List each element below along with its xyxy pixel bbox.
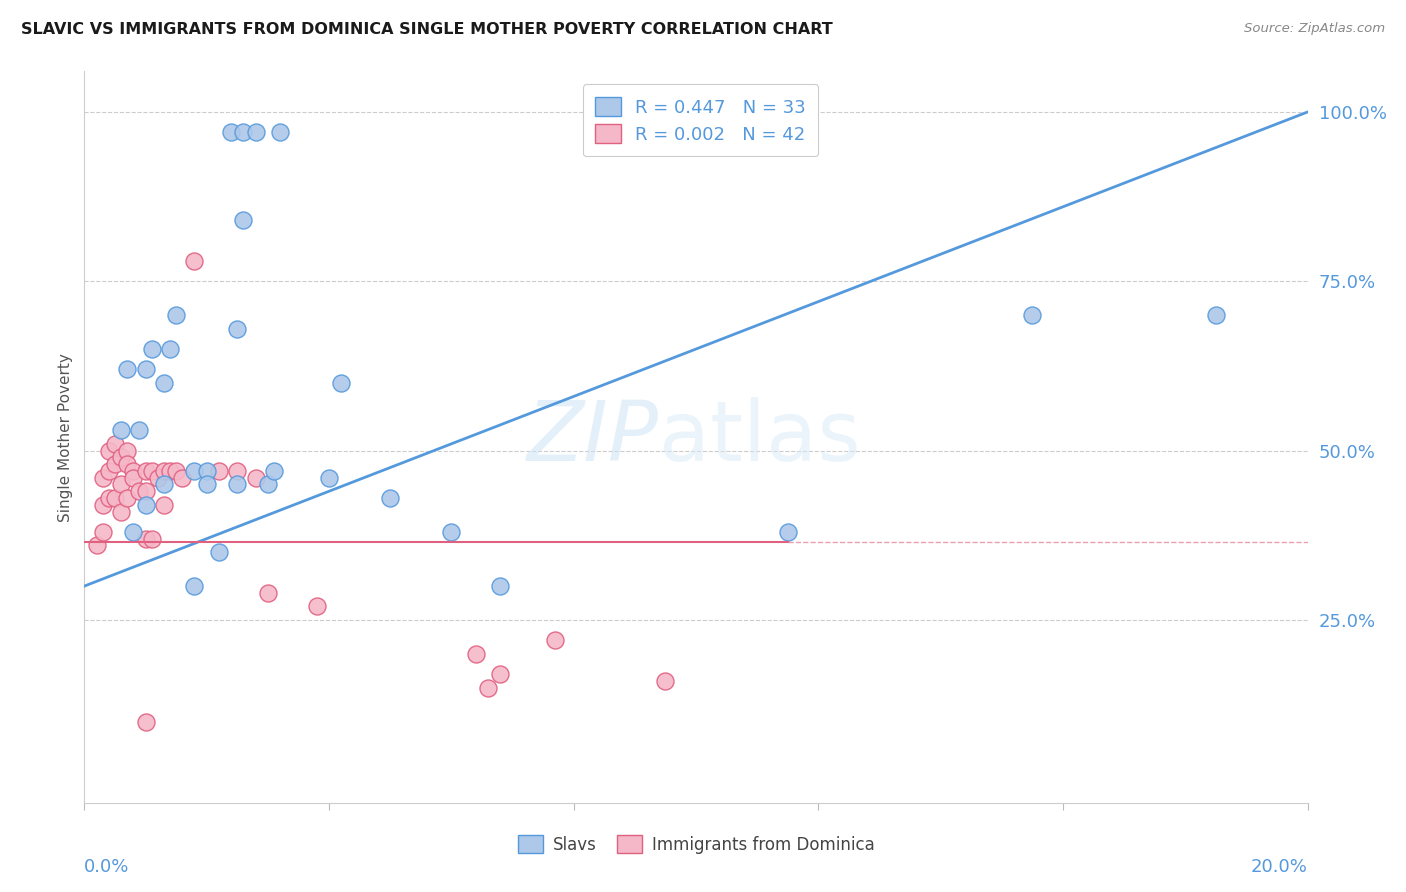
Point [219,125,242,139]
Point [122,524,145,539]
Point [226,322,249,336]
Point [110,505,132,519]
Point [110,423,132,437]
Point [208,464,231,478]
Text: ZIP: ZIP [527,397,659,477]
Point [91,471,114,485]
Point [257,477,280,491]
Point [380,491,402,505]
Point [165,308,187,322]
Point [97,443,120,458]
Point [104,491,127,505]
Point [153,464,176,478]
Point [153,477,176,491]
Point [86,538,108,552]
Point [208,545,231,559]
Point [245,471,267,485]
Point [165,464,187,478]
Point [464,647,486,661]
Point [263,464,285,478]
Point [257,586,280,600]
Y-axis label: Single Mother Poverty: Single Mother Poverty [58,352,73,522]
Point [115,362,138,376]
Point [489,667,512,681]
Point [128,423,150,437]
Point [172,471,194,485]
Text: 0.0%: 0.0% [84,858,129,876]
Point [489,579,512,593]
Text: atlas: atlas [659,397,860,477]
Point [135,532,157,546]
Point [269,125,291,139]
Point [330,376,353,390]
Text: SLAVIC VS IMMIGRANTS FROM DOMINICA SINGLE MOTHER POVERTY CORRELATION CHART: SLAVIC VS IMMIGRANTS FROM DOMINICA SINGL… [21,22,832,37]
Point [141,342,163,356]
Point [122,464,145,478]
Point [654,673,676,688]
Point [141,532,163,546]
Point [245,125,267,139]
Point [91,524,114,539]
Point [91,498,114,512]
Point [104,457,127,471]
Point [159,464,181,478]
Point [104,437,127,451]
Point [97,464,120,478]
Point [477,681,499,695]
Point [153,376,176,390]
Point [146,471,169,485]
Point [232,125,254,139]
Point [1205,308,1227,322]
Point [115,457,138,471]
Point [183,464,205,478]
Point [195,464,218,478]
Point [110,477,132,491]
Point [135,362,157,376]
Legend: Slavs, Immigrants from Dominica: Slavs, Immigrants from Dominica [510,829,882,860]
Point [135,464,157,478]
Point [122,471,145,485]
Point [440,524,463,539]
Point [226,477,249,491]
Point [135,484,157,499]
Point [135,498,157,512]
Point [97,491,120,505]
Point [195,477,218,491]
Point [110,450,132,465]
Point [141,464,163,478]
Point [115,443,138,458]
Point [183,579,205,593]
Point [115,491,138,505]
Point [135,714,157,729]
Point [232,213,254,227]
Point [226,464,249,478]
Point [153,498,176,512]
Point [544,633,567,648]
Text: 20.0%: 20.0% [1251,858,1308,876]
Point [1021,308,1043,322]
Point [159,342,181,356]
Point [305,599,328,614]
Text: Source: ZipAtlas.com: Source: ZipAtlas.com [1244,22,1385,36]
Point [776,524,799,539]
Point [183,254,205,268]
Point [318,471,340,485]
Point [128,484,150,499]
